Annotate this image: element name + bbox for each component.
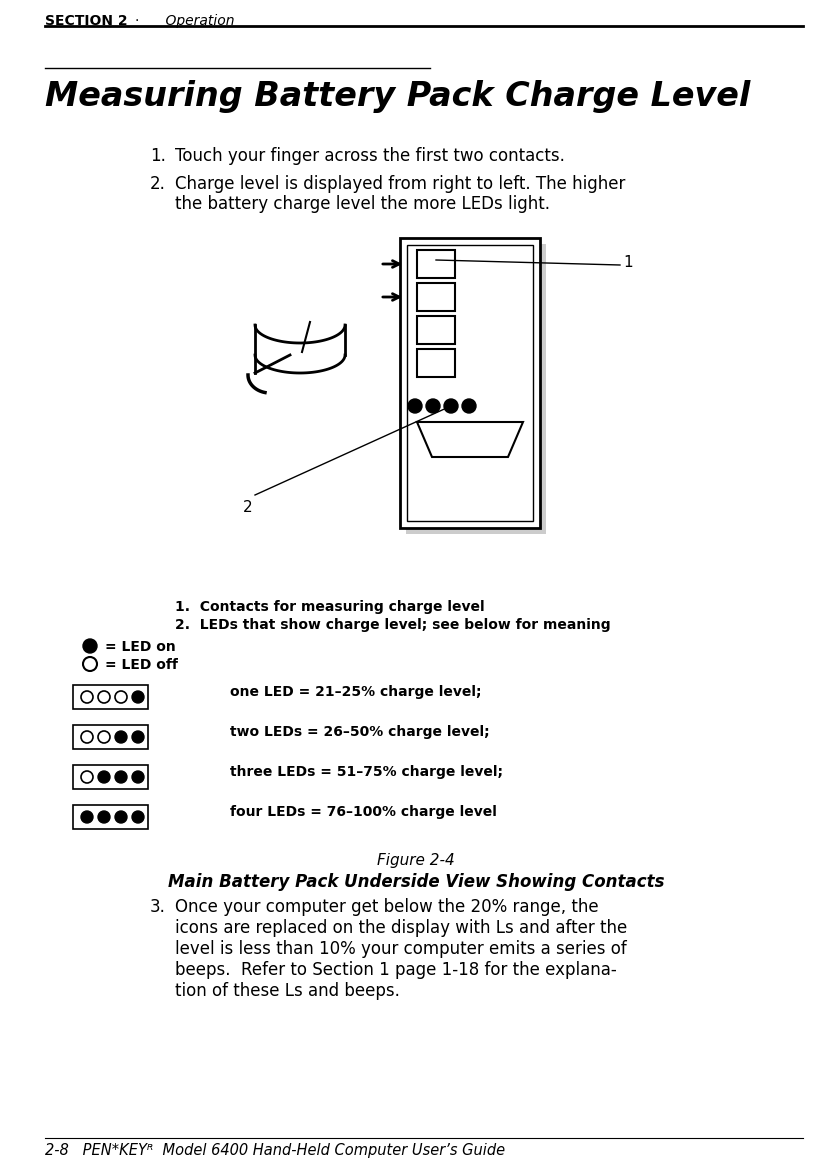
Circle shape (98, 811, 110, 823)
Bar (73, 685, 148, 709)
Text: 1: 1 (623, 255, 632, 270)
Circle shape (132, 732, 144, 743)
Bar (417, 316, 455, 344)
Text: icons are replaced on the display with Ls and after the: icons are replaced on the display with L… (175, 919, 627, 937)
Bar (73, 805, 148, 829)
Text: 2-8   PEN*KEYᴿ  Model 6400 Hand-Held Computer User’s Guide: 2-8 PEN*KEYᴿ Model 6400 Hand-Held Comput… (45, 1143, 505, 1158)
Circle shape (81, 771, 93, 783)
Bar (417, 349, 455, 377)
Circle shape (132, 811, 144, 823)
Circle shape (444, 399, 458, 413)
Circle shape (408, 399, 422, 413)
Text: Charge level is displayed from right to left. The higher: Charge level is displayed from right to … (175, 174, 626, 193)
Circle shape (115, 771, 127, 783)
Circle shape (115, 811, 127, 823)
Text: SECTION 2: SECTION 2 (45, 14, 127, 28)
Circle shape (115, 691, 127, 702)
Polygon shape (417, 422, 523, 457)
Circle shape (462, 399, 476, 413)
Text: 2.: 2. (150, 174, 166, 193)
Circle shape (115, 732, 127, 743)
Text: four LEDs = 76–100% charge level: four LEDs = 76–100% charge level (230, 805, 496, 819)
Bar (407, 245, 533, 521)
Circle shape (83, 638, 97, 652)
Text: Figure 2-4: Figure 2-4 (377, 852, 455, 868)
Text: Once your computer get below the 20% range, the: Once your computer get below the 20% ran… (175, 898, 599, 916)
Circle shape (98, 691, 110, 702)
Bar (406, 244, 546, 534)
Text: one LED = 21–25% charge level;: one LED = 21–25% charge level; (230, 685, 481, 699)
Circle shape (132, 691, 144, 702)
Text: 2.  LEDs that show charge level; see below for meaning: 2. LEDs that show charge level; see belo… (175, 618, 611, 632)
Text: Measuring Battery Pack Charge Level: Measuring Battery Pack Charge Level (45, 80, 751, 113)
Text: three LEDs = 51–75% charge level;: three LEDs = 51–75% charge level; (230, 765, 503, 779)
Bar (73, 765, 148, 789)
Text: 2: 2 (243, 500, 252, 515)
Text: ·: · (135, 14, 139, 28)
Circle shape (98, 771, 110, 783)
Bar (73, 725, 148, 749)
Circle shape (426, 399, 440, 413)
Text: Main Battery Pack Underside View Showing Contacts: Main Battery Pack Underside View Showing… (167, 873, 664, 891)
Circle shape (83, 657, 97, 671)
Bar (417, 283, 455, 311)
Text: Touch your finger across the first two contacts.: Touch your finger across the first two c… (175, 147, 565, 165)
Circle shape (81, 811, 93, 823)
Circle shape (132, 771, 144, 783)
Text: tion of these Ls and beeps.: tion of these Ls and beeps. (175, 982, 400, 1000)
Text: 3.: 3. (150, 898, 166, 916)
Bar (400, 238, 540, 528)
Text: the battery charge level the more LEDs light.: the battery charge level the more LEDs l… (175, 195, 550, 213)
Text: 1.  Contacts for measuring charge level: 1. Contacts for measuring charge level (175, 600, 485, 614)
Text: beeps.  Refer to Section 1 page 1-18 for the explana-: beeps. Refer to Section 1 page 1-18 for … (175, 961, 616, 979)
Circle shape (81, 691, 93, 702)
Text: two LEDs = 26–50% charge level;: two LEDs = 26–50% charge level; (230, 725, 490, 739)
Circle shape (81, 732, 93, 743)
Bar (417, 250, 455, 278)
Text: = LED on: = LED on (105, 640, 176, 654)
Text: level is less than 10% your computer emits a series of: level is less than 10% your computer emi… (175, 940, 626, 958)
Circle shape (98, 732, 110, 743)
Text: = LED off: = LED off (105, 658, 178, 672)
Text: 1.: 1. (150, 147, 166, 165)
Text: Operation: Operation (148, 14, 235, 28)
